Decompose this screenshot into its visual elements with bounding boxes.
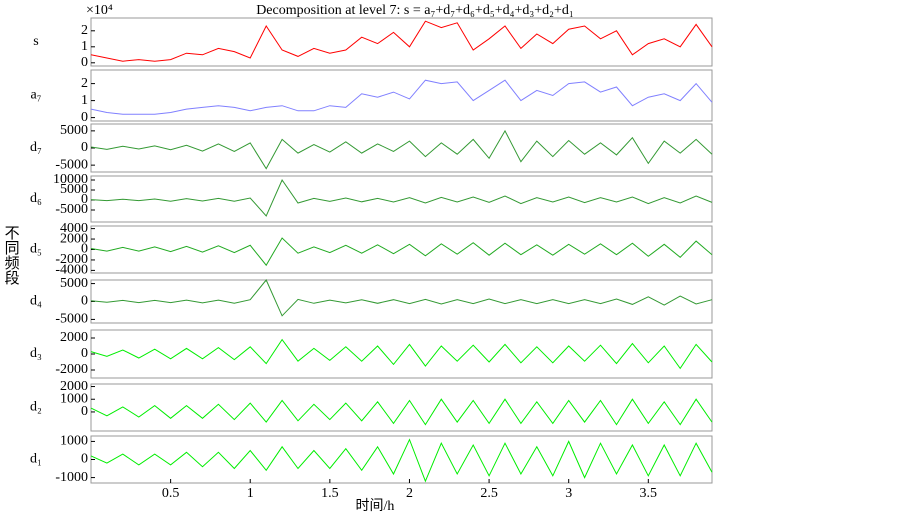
x-tick-label: 0.5 <box>162 486 180 501</box>
y-axis-label: 不同频段 <box>3 225 20 285</box>
signal-line <box>90 338 713 370</box>
y-tick-label: 0 <box>81 55 88 70</box>
signal-line <box>90 79 713 115</box>
y-tick-label: 1000 <box>60 434 88 449</box>
y-tick-label: 0 <box>81 140 88 155</box>
panel-frame <box>90 17 713 67</box>
panel-frame <box>90 435 713 484</box>
y-tick-label: 1 <box>81 93 88 108</box>
panel-label: d₃ <box>30 346 42 361</box>
y-scale-label: ×10⁴ <box>86 3 113 18</box>
panel-label: d₇ <box>30 140 42 155</box>
signal-line <box>90 237 713 267</box>
x-tick-label: 1.5 <box>321 486 339 501</box>
panel-frame <box>90 383 713 432</box>
panel-frame <box>90 69 713 122</box>
signal-line <box>90 438 713 483</box>
y-tick-label: -5000 <box>55 202 88 217</box>
y-tick-label: -4000 <box>55 263 88 278</box>
signal-line <box>90 129 713 170</box>
panel-frame <box>90 175 713 223</box>
panel-frame <box>90 123 713 173</box>
x-tick-label: 3 <box>565 486 572 501</box>
y-tick-label: 5000 <box>60 182 88 197</box>
y-tick-label: 5000 <box>60 123 88 138</box>
x-tick-label: 2 <box>406 486 413 501</box>
y-tick-label: 0 <box>81 452 88 467</box>
signal-line <box>90 20 713 62</box>
y-tick-label: -5000 <box>55 312 88 327</box>
y-tick-label: 0 <box>81 294 88 309</box>
signal-line <box>90 178 713 217</box>
y-tick-label: 1 <box>81 39 88 54</box>
panel-label: a₇ <box>30 88 41 103</box>
y-tick-label: -2000 <box>55 252 88 267</box>
y-tick-label: -5000 <box>55 157 88 172</box>
x-tick-label: 2.5 <box>480 486 498 501</box>
panel-label: d₆ <box>30 191 42 206</box>
y-tick-label: 0 <box>81 404 88 419</box>
y-tick-label: 0 <box>81 110 88 125</box>
x-tick-label: 3.5 <box>640 486 658 501</box>
y-tick-label: -2000 <box>55 362 88 377</box>
y-tick-label: 2000 <box>60 379 88 394</box>
y-tick-label: -1000 <box>55 470 88 485</box>
y-tick-label: 0 <box>81 192 88 207</box>
panel-label: d₁ <box>30 452 42 467</box>
x-tick-label: 1 <box>247 486 254 501</box>
chart-title: Decomposition at level 7: s = a₇+d₇+d₆+d… <box>256 3 574 18</box>
y-tick-label: 2000 <box>60 330 88 345</box>
y-tick-label: 5000 <box>60 276 88 291</box>
x-axis-label: 时间/h <box>356 498 395 514</box>
signal-line <box>90 398 713 426</box>
y-tick-label: 1000 <box>60 391 88 406</box>
signal-line <box>90 279 713 317</box>
y-tick-label: 2 <box>81 76 88 91</box>
y-tick-label: 0 <box>81 242 88 257</box>
panel-label: d₂ <box>30 400 42 415</box>
y-tick-label: 10000 <box>53 172 88 187</box>
panel-label: d₅ <box>30 242 42 257</box>
y-tick-label: 0 <box>81 346 88 361</box>
panel-label: s <box>33 34 38 49</box>
panel-label: d₄ <box>30 294 42 309</box>
y-tick-label: 2000 <box>60 231 88 246</box>
y-tick-label: 2 <box>81 23 88 38</box>
y-tick-label: 4000 <box>60 221 88 236</box>
